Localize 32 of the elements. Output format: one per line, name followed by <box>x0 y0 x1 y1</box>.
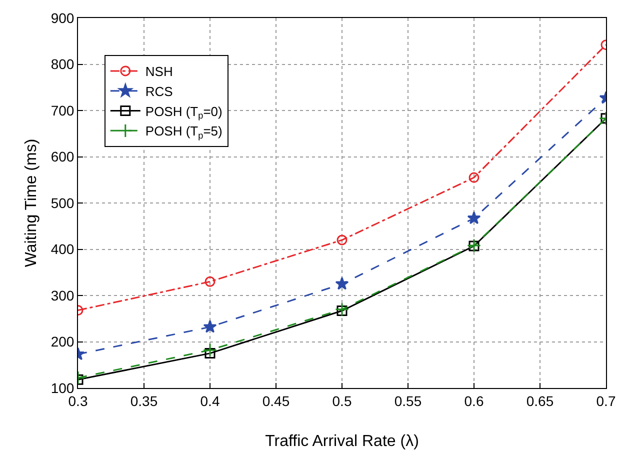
x-tick-label: 0.45 <box>262 392 290 409</box>
x-axis-title: Traffic Arrival Rate (λ) <box>265 433 419 450</box>
y-axis-title: Waiting Time (ms) <box>23 138 40 268</box>
point <box>336 306 348 316</box>
y-tick-label: 300 <box>50 287 74 304</box>
point <box>336 234 348 246</box>
point <box>203 320 217 333</box>
y-tick-label: 900 <box>50 10 74 26</box>
y-tick-label: 500 <box>50 194 74 211</box>
x-tick-label: 0.4 <box>200 392 220 409</box>
y-tick-label: 600 <box>50 148 74 165</box>
x-tick-label: 0.55 <box>394 392 422 409</box>
legend-label: POSH (T$_{p}$=0) <box>145 104 222 121</box>
x-tick-label: 0.7 <box>596 392 616 409</box>
x-tick-label: 0.65 <box>526 392 554 409</box>
y-tick-label: 200 <box>50 334 74 350</box>
y-tick-label: 400 <box>50 241 74 258</box>
point <box>202 343 218 358</box>
y-tick-label: 700 <box>50 102 74 118</box>
legend-label: POSH (T$_{p}$=5) <box>145 124 222 140</box>
point <box>334 302 350 316</box>
y-tick-label: 800 <box>50 56 74 72</box>
point <box>467 211 481 224</box>
legend-label: NSH <box>145 64 173 80</box>
point <box>204 348 216 359</box>
point <box>204 276 216 287</box>
point <box>335 276 349 290</box>
point <box>468 172 480 183</box>
x-tick-label: 0.35 <box>130 392 158 409</box>
x-tick-label: 0.6 <box>464 392 484 409</box>
legend-label: RCS <box>145 84 174 99</box>
x-tick-label: 0.5 <box>332 392 352 409</box>
